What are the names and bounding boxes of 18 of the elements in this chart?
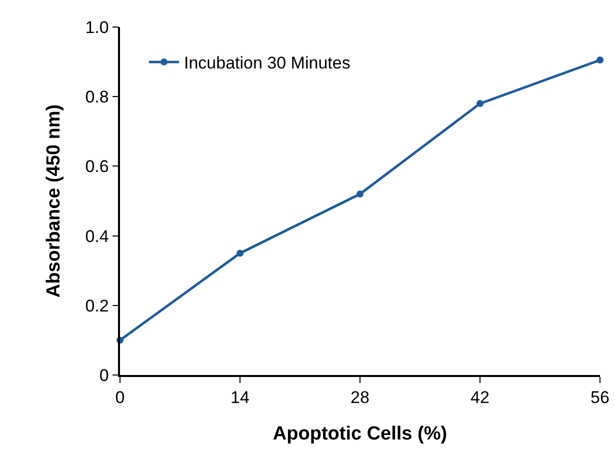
- y-axis-title: Absorbance (450 nm): [44, 104, 65, 298]
- x-tick-label: 56: [590, 388, 610, 408]
- y-tick-label: 0.2: [85, 296, 109, 316]
- legend-label: Incubation 30 Minutes: [184, 54, 350, 73]
- point: [596, 56, 604, 64]
- x-tick-label: 14: [230, 388, 250, 408]
- x-tick-label: 42: [470, 388, 490, 408]
- x-axis-title: Apoptotic Cells (%): [272, 423, 448, 444]
- x-tick-label: 0: [115, 388, 125, 408]
- point: [236, 250, 244, 257]
- y-tick-label: 1.0: [85, 18, 109, 37]
- x-tick-label: 28: [350, 388, 370, 408]
- y-tick-label: 0.6: [85, 157, 109, 176]
- y-tick-label: 0.4: [85, 226, 109, 246]
- point: [476, 100, 484, 108]
- y-tick-label: 0: [99, 366, 109, 385]
- point: [356, 190, 364, 198]
- y-tick-label: 0.8: [85, 88, 109, 107]
